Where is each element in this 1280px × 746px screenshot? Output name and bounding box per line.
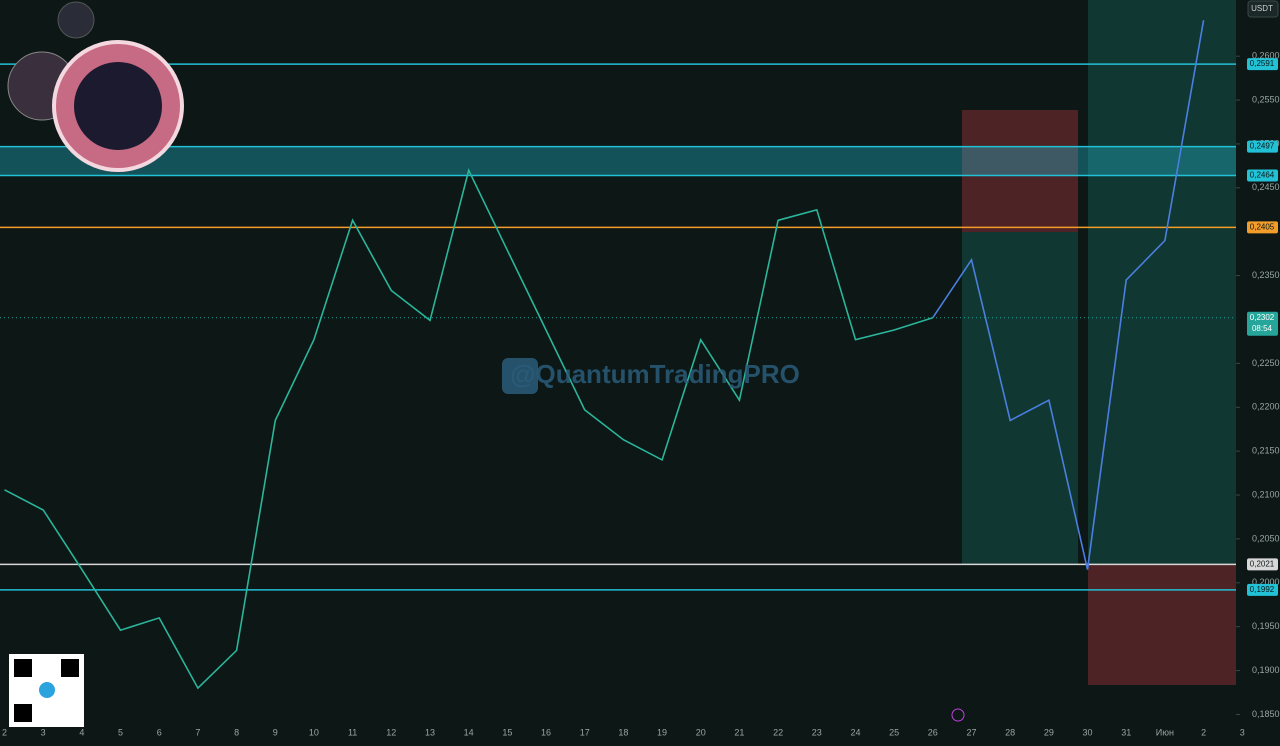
x-tick-label: 17: [580, 727, 590, 737]
x-tick-label: 18: [618, 727, 628, 737]
y-tick-label: 0,1900: [1252, 665, 1280, 675]
x-tick-label: 15: [502, 727, 512, 737]
logo: [57, 1, 95, 39]
x-tick-label: 8: [234, 727, 239, 737]
x-tick-label: 9: [273, 727, 278, 737]
x-tick-label: 27: [966, 727, 976, 737]
current-price-box: [1247, 311, 1278, 336]
current-price-time: 08:54: [1252, 324, 1273, 333]
qr-code: [39, 682, 55, 698]
target-zone: [1088, 0, 1236, 565]
currency: USDT: [1251, 4, 1273, 13]
price-axis: [1236, 0, 1280, 741]
level-label-box: [1247, 58, 1278, 71]
x-tick-label: 16: [541, 727, 551, 737]
x-tick-label: 25: [889, 727, 899, 737]
level-label-box: [1247, 583, 1278, 596]
level-label: 0,1992: [1250, 585, 1275, 594]
x-tick-label: 26: [928, 727, 938, 737]
y-tick-label: 0,2550: [1252, 94, 1280, 104]
stop-zone: [962, 110, 1078, 232]
current-price-label: 0,2302: [1250, 313, 1275, 322]
y-tick-label: 0,2150: [1252, 446, 1280, 456]
x-tick-label: 11: [348, 727, 357, 737]
x-tick-label: 14: [464, 727, 474, 737]
stop-zone: [1088, 565, 1236, 685]
y-tick-label: 0,2250: [1252, 358, 1280, 368]
x-tick-label: 3: [1240, 727, 1245, 737]
qr-code: [14, 704, 32, 722]
level-label-box: [1247, 558, 1278, 571]
level-label-box: [1247, 169, 1278, 182]
x-tick-label: 28: [1005, 727, 1015, 737]
y-tick-label: 0,2600: [1252, 51, 1280, 61]
qr-code: [14, 659, 32, 677]
x-tick-label: 24: [850, 727, 860, 737]
level-label: 0,2405: [1250, 222, 1275, 231]
qr-code: [61, 659, 79, 677]
x-tick-label: 6: [157, 727, 162, 737]
x-tick-label: 20: [696, 727, 706, 737]
level-label: 0,2021: [1250, 559, 1275, 568]
x-tick-label: 22: [773, 727, 783, 737]
x-tick-label: 5: [118, 727, 123, 737]
x-tick-label: 13: [425, 727, 435, 737]
x-tick-label: 10: [309, 727, 319, 737]
y-tick-label: 0,2350: [1252, 270, 1280, 280]
y-tick-label: 0,2000: [1252, 577, 1280, 587]
x-tick-label: 3: [41, 727, 46, 737]
logo: [74, 62, 162, 150]
x-tick-label: 4: [79, 727, 84, 737]
y-tick-label: 0,2100: [1252, 489, 1280, 499]
series-forecast: [932, 20, 1205, 570]
x-tick-label: Июн: [1156, 727, 1174, 737]
y-tick-label: 0,2050: [1252, 533, 1280, 543]
series-price: [4, 167, 934, 690]
level-label: 0,2591: [1250, 59, 1275, 68]
watermark-icon: [502, 358, 538, 394]
x-tick-label: 2: [1201, 727, 1206, 737]
x-tick-label: 23: [812, 727, 822, 737]
event-icon: [951, 708, 965, 722]
x-tick-label: 12: [386, 727, 396, 737]
y-tick-label: 0,2450: [1252, 182, 1280, 192]
y-tick-label: 0,1850: [1252, 709, 1280, 719]
y-tick-label: 0,2200: [1252, 402, 1280, 412]
x-tick-label: 7: [195, 727, 200, 737]
target-zone: [962, 232, 1078, 565]
level-label: 0,2497: [1250, 142, 1275, 151]
x-tick-label: 29: [1044, 727, 1054, 737]
level-label-box: [1247, 221, 1278, 234]
y-tick-label: 0,1950: [1252, 621, 1280, 631]
x-tick-label: 30: [1083, 727, 1093, 737]
level-label: 0,2464: [1250, 171, 1275, 180]
currency-button[interactable]: [1247, 0, 1279, 18]
x-tick-label: 21: [734, 727, 744, 737]
zone-band: [0, 146, 1236, 176]
level-label-box: [1247, 140, 1278, 153]
x-tick-label: 19: [657, 727, 667, 737]
x-tick-label: 2: [2, 727, 7, 737]
time-axis: [0, 725, 1280, 741]
x-tick-label: 31: [1121, 727, 1131, 737]
watermark: @QuantumTradingPRO: [510, 359, 800, 389]
